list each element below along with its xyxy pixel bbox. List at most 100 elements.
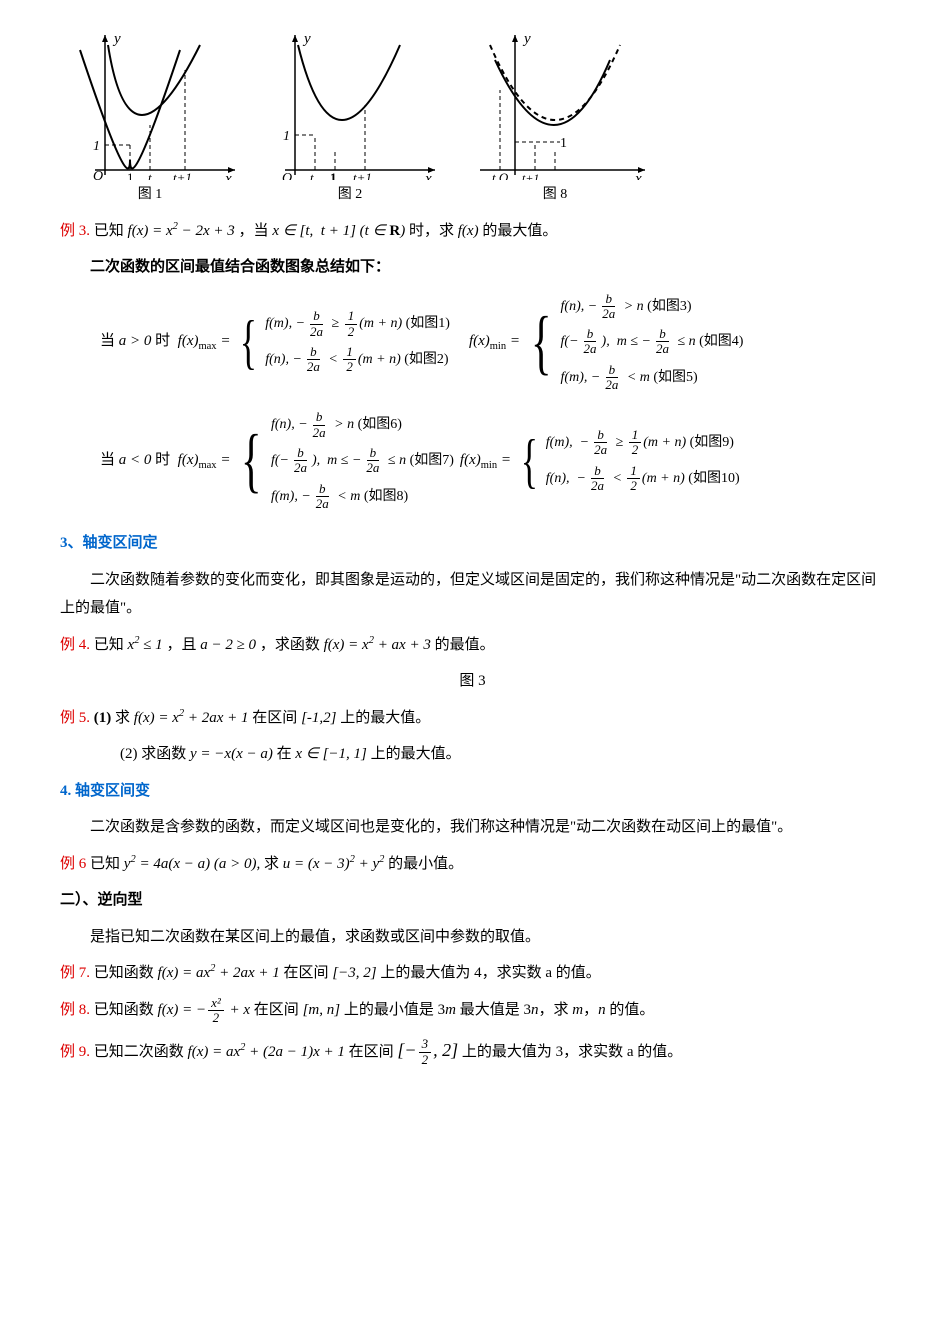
- ex5-p1int: [-1,2]: [301, 710, 336, 726]
- ex5-p2t2: 在: [277, 746, 296, 762]
- b1-max-c1: f(m), −b2a ≥ 12(m + n) (如图1): [265, 309, 450, 339]
- ex5-p1t1: 求: [115, 710, 134, 726]
- graph-2-svg: 1 O y x t 1 t+1: [260, 30, 440, 180]
- b2-min-c1: f(m), −b2a ≥ 12(m + n) (如图9): [546, 428, 740, 458]
- ex9-label: 例 9.: [60, 1044, 90, 1060]
- example-4: 例 4. 已知 x2 ≤ 1 ，且 a − 2 ≥ 0 ，求函数 f(x) = …: [60, 631, 885, 660]
- ex3-cond: x ∈ [t, t + 1] (t ∈ R): [272, 223, 405, 239]
- g8-origin: t O: [492, 170, 509, 180]
- ex5-p2t3: 上的最大值。: [371, 746, 461, 762]
- ex6-t3: 的最小值。: [388, 856, 463, 872]
- ex3-fxname: f(x): [458, 223, 479, 239]
- ex3-t3: 时，求: [409, 223, 458, 239]
- summary-heading: 二次函数的区间最值结合函数图象总结如下：: [60, 253, 885, 282]
- b2-max-c1: f(n), −b2a > n (如图6): [271, 410, 454, 440]
- g8-tp1: t+1: [522, 171, 539, 180]
- sec-rev-p: 是指已知二次函数在某区间上的最值，求函数或区间中参数的取值。: [60, 923, 885, 952]
- sec-rev-heading: 二）、逆向型: [60, 886, 885, 915]
- example-8: 例 8. 已知函数 f(x) = −x²2 + x 在区间 [m, n] 上的最…: [60, 996, 885, 1026]
- ex4-fx: f(x) = x2 + ax + 3: [324, 637, 431, 653]
- graph-1: 1 O y x 1 t t+1 图 1: [60, 30, 240, 209]
- ex5-p1t2: 在区间: [252, 710, 301, 726]
- g2-one: 1: [283, 129, 290, 144]
- graph-1-label: 图 1: [138, 182, 163, 209]
- ex6-label: 例 6: [60, 856, 86, 872]
- ex5-p1t3: 上的最大值。: [340, 710, 430, 726]
- ex7-t2: 在区间: [284, 965, 333, 981]
- example-7: 例 7. 已知函数 f(x) = ax2 + 2ax + 1 在区间 [−3, …: [60, 959, 885, 988]
- example-5-2: (2) 求函数 y = −x(x − a) 在 x ∈ [−1, 1] 上的最大…: [60, 740, 885, 769]
- g1-one: 1: [93, 139, 100, 154]
- ex9-t1: 已知二次函数: [94, 1044, 188, 1060]
- graph-2: 1 O y x t 1 t+1 图 2: [260, 30, 440, 209]
- example-6: 例 6 已知 y2 = 4a(x − a) (a > 0), 求 u = (x …: [60, 850, 885, 879]
- g1-origin: O: [93, 169, 103, 180]
- sec4-p: 二次函数是含参数的函数，而定义域区间也是变化的，我们称这种情况是"动二次函数在动…: [60, 813, 885, 842]
- b1-min-lbl: f(x)min =: [469, 327, 520, 357]
- formula-block-a-positive: 当 a > 0 时 f(x)max = { f(m), −b2a ≥ 12(m …: [100, 292, 885, 393]
- ex8-t3: 上的最小值是 3m 最大值是 3n，求 m，n 的值。: [344, 1002, 655, 1018]
- g8-one: 1: [560, 136, 567, 151]
- b1-min-cases: { f(n), −b2a > n (如图3) f(−b2a), m ≤ −b2a…: [524, 292, 743, 393]
- ex7-t1: 已知函数: [94, 965, 158, 981]
- graph-8-label: 图 8: [543, 182, 568, 209]
- ex9-int: [−32, 2]: [397, 1040, 458, 1060]
- b2-prefix: 当 a < 0 时 f(x)max =: [100, 446, 230, 476]
- g1-1b: 1: [127, 170, 134, 180]
- ex4-c2: a − 2 ≥ 0: [200, 637, 256, 653]
- ex5-p2fx: y = −x(x − a): [190, 746, 273, 762]
- graph-1-svg: 1 O y x 1 t t+1: [60, 30, 240, 180]
- example-9: 例 9. 已知二次函数 f(x) = ax2 + (2a − 1)x + 1 在…: [60, 1033, 885, 1067]
- ex7-t3: 上的最大值为 4，求实数 a 的值。: [380, 965, 600, 981]
- b2-max-c2: f(−b2a), m ≤ −b2a ≤ n (如图7): [271, 446, 454, 476]
- b2-min-cases: { f(m), −b2a ≥ 12(m + n) (如图9) f(n), −b2…: [515, 428, 740, 493]
- g2-y: y: [302, 31, 311, 47]
- g1-y: y: [112, 31, 121, 47]
- ex8-t1: 已知函数: [94, 1002, 158, 1018]
- ex8-label: 例 8.: [60, 1002, 90, 1018]
- ex5-p2t1: 求函数: [141, 746, 190, 762]
- graph-row: 1 O y x 1 t t+1 图 1 1 O y x t 1 t+1: [60, 30, 885, 209]
- ex7-label: 例 7.: [60, 965, 90, 981]
- b1-max-c2: f(n), −b2a < 12(m + n) (如图2): [265, 345, 450, 375]
- b1-min-c3: f(m), −b2a < m (如图5): [561, 363, 744, 393]
- ex6-c2: u = (x − 3)2 + y2: [283, 856, 385, 872]
- b1-prefix: 当 a > 0 时 f(x)max =: [100, 327, 230, 357]
- ex5-p1a: (1): [94, 710, 112, 726]
- ex4-c1: x2 ≤ 1: [128, 637, 163, 653]
- g2-t: t: [310, 170, 314, 180]
- g2-1b: 1: [330, 170, 337, 180]
- ex7-int: [−3, 2]: [332, 965, 376, 981]
- ex3-t1: 已知: [94, 223, 128, 239]
- ex5-p2a: (2): [120, 746, 138, 762]
- b1-min-c2: f(−b2a), m ≤ −b2a ≤ n (如图4): [561, 327, 744, 357]
- ex9-t2: 在区间: [349, 1044, 398, 1060]
- ex9-fx: f(x) = ax2 + (2a − 1)x + 1: [188, 1044, 345, 1060]
- g8-x: x: [634, 171, 642, 180]
- b1-max-cases: { f(m), −b2a ≥ 12(m + n) (如图1) f(n), −b2…: [234, 309, 450, 374]
- ex8-fx: f(x) = −x²2 + x: [158, 1002, 251, 1018]
- ex6-t2: 求: [264, 856, 283, 872]
- g2-origin: O: [282, 171, 292, 180]
- b2-min-c2: f(n), −b2a < 12(m + n) (如图10): [546, 464, 740, 494]
- ex4-t4: 的最值。: [435, 637, 495, 653]
- ex5-label: 例 5.: [60, 710, 90, 726]
- graph-2-label: 图 2: [338, 182, 363, 209]
- ex3-fx: f(x) = x2 − 2x + 3: [128, 223, 235, 239]
- example-3: 例 3. 已知 f(x) = x2 − 2x + 3 ，当 x ∈ [t, t …: [60, 217, 885, 246]
- sec4-heading: 4. 轴变区间变: [60, 777, 885, 806]
- ex4-label: 例 4.: [60, 637, 90, 653]
- g1-x: x: [224, 171, 232, 180]
- example-5-1: 例 5. (1) 求 f(x) = x2 + 2ax + 1 在区间 [-1,2…: [60, 704, 885, 733]
- g1-tp1: t+1: [173, 170, 192, 180]
- ex3-t2: ，当: [239, 223, 273, 239]
- ex4-t2: ，且: [166, 637, 200, 653]
- ex3-label: 例 3.: [60, 223, 90, 239]
- b2-max-c3: f(m), −b2a < m (如图8): [271, 482, 454, 512]
- b2-max-cases: { f(n), −b2a > n (如图6) f(−b2a), m ≤ −b2a…: [234, 410, 453, 511]
- ex5-p1fx: f(x) = x2 + 2ax + 1: [134, 710, 249, 726]
- ex4-t3: ，求函数: [260, 637, 324, 653]
- sec3-heading: 3、轴变区间定: [60, 529, 885, 558]
- g1-t: t: [148, 170, 152, 180]
- ex6-c1: y2 = 4a(x − a) (a > 0),: [124, 856, 260, 872]
